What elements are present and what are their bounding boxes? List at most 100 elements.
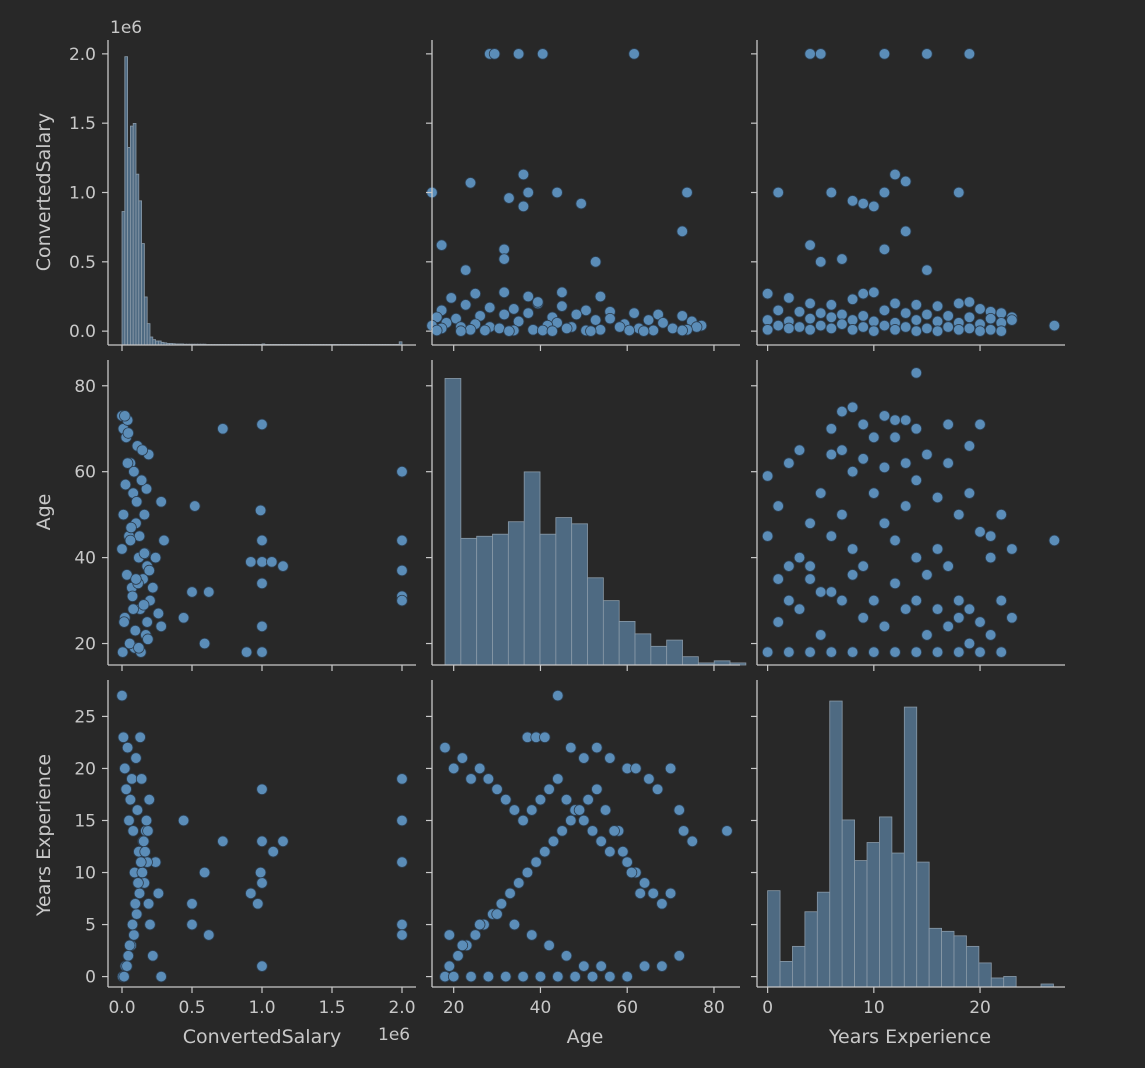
scatter-point xyxy=(804,48,816,60)
scatter-point xyxy=(256,646,268,658)
scatter-point xyxy=(793,603,806,615)
histogram-bar xyxy=(792,945,806,988)
scatter-point xyxy=(625,866,638,879)
histogram-bar xyxy=(829,700,843,988)
scatter-point xyxy=(846,569,859,581)
scatter-point xyxy=(123,939,136,952)
scatter-point xyxy=(793,444,806,456)
scatter-point xyxy=(552,970,564,983)
scatter-point xyxy=(119,762,131,775)
scatter-point xyxy=(657,317,669,329)
scatter-point xyxy=(133,530,146,542)
scatter-point xyxy=(130,908,143,920)
histogram-bar xyxy=(767,890,781,988)
hist-salary-y-tick-label: 1.0 xyxy=(69,184,96,204)
scatter-point xyxy=(638,325,650,337)
scatter-point xyxy=(267,846,279,858)
scatter-point xyxy=(586,970,599,983)
scatter-point xyxy=(143,564,156,577)
scatter-point xyxy=(647,887,659,900)
scatter-point xyxy=(783,292,795,304)
scatter-point xyxy=(656,960,668,972)
scatter-point xyxy=(889,168,901,181)
scatter-point xyxy=(804,560,816,572)
scatter-point xyxy=(140,814,153,827)
scatter-point xyxy=(464,177,477,189)
scatter-exp-salary-y-tick-label: 20 xyxy=(74,759,96,779)
scatter-point xyxy=(500,970,512,983)
scatter-age-salary-y-tick-label: 20 xyxy=(74,635,96,655)
scatter-point xyxy=(565,741,577,754)
scatter-point xyxy=(396,534,408,547)
scatter-point xyxy=(628,307,640,319)
scatter-point xyxy=(142,825,154,837)
scatter-point xyxy=(681,186,693,199)
scatter-point xyxy=(804,573,816,585)
scatter-point xyxy=(825,186,838,199)
scatter-exp-salary-x-tick-label: 0.5 xyxy=(178,998,205,1018)
scatter-point xyxy=(921,569,933,581)
scatter-point xyxy=(942,310,954,322)
scatter-point xyxy=(878,186,891,199)
scatter-point xyxy=(117,731,130,743)
scatter-point xyxy=(825,311,838,323)
scatter-point xyxy=(793,306,806,318)
histogram-bar xyxy=(618,620,636,666)
scatter-point xyxy=(953,594,965,607)
scatter-point xyxy=(149,551,162,564)
scatter-point xyxy=(133,887,146,900)
scatter-age-salary-y-tick-label: 80 xyxy=(74,377,96,397)
scatter-point xyxy=(455,325,467,337)
scatter-point xyxy=(686,835,698,848)
histogram-bar xyxy=(916,861,930,988)
scatter-point xyxy=(642,314,655,326)
scatter-point xyxy=(122,950,135,962)
scatter-point xyxy=(825,646,838,658)
histogram-bar xyxy=(132,123,137,346)
scatter-point xyxy=(498,286,510,299)
scatter-point xyxy=(435,239,448,251)
scatter-point xyxy=(899,457,912,469)
scatter-point xyxy=(910,423,923,435)
scatter-point xyxy=(995,325,1007,337)
scatter-point xyxy=(604,312,616,325)
scatter-point xyxy=(857,418,869,431)
scatter-point xyxy=(556,300,568,312)
scatter-point xyxy=(256,783,268,795)
scatter-exp-age-x-tick-label: 40 xyxy=(530,998,552,1018)
scatter-point xyxy=(142,633,154,645)
histogram-bar xyxy=(602,600,620,666)
scatter-point xyxy=(910,367,923,379)
scatter-point xyxy=(245,556,257,568)
scatter-point xyxy=(942,418,954,431)
scatter-point xyxy=(589,314,602,326)
scatter-point xyxy=(889,577,901,590)
scatter-point xyxy=(575,197,587,210)
scatter-point xyxy=(137,835,150,848)
scatter-point xyxy=(131,804,144,816)
scatter-point xyxy=(177,612,190,624)
scatter-point xyxy=(256,835,268,848)
scatter-point xyxy=(139,846,151,858)
scatter-point xyxy=(638,960,651,972)
scatter-point xyxy=(474,762,486,775)
scatter-point xyxy=(815,48,827,60)
scatter-point xyxy=(456,752,469,764)
scatter-point xyxy=(878,304,891,317)
y-axis-label-experience: Years Experience xyxy=(33,754,55,917)
scatter-point xyxy=(857,560,869,572)
scatter-point xyxy=(1006,314,1018,326)
scatter-point xyxy=(846,543,859,555)
histogram-bar xyxy=(866,842,880,988)
histogram-bar xyxy=(587,577,604,666)
scatter-point xyxy=(570,308,583,321)
y-axis-label-salary: ConvertedSalary xyxy=(33,113,55,272)
scatter-point xyxy=(846,401,859,413)
scatter-point xyxy=(552,773,564,785)
scatter-point xyxy=(963,603,976,615)
scatter-point xyxy=(963,440,976,452)
scatter-point xyxy=(396,856,408,868)
scatter-point xyxy=(536,48,549,60)
scatter-exp-age-x-tick-label: 20 xyxy=(443,998,465,1018)
scatter-exp-salary-y-tick-label: 0 xyxy=(85,968,96,988)
